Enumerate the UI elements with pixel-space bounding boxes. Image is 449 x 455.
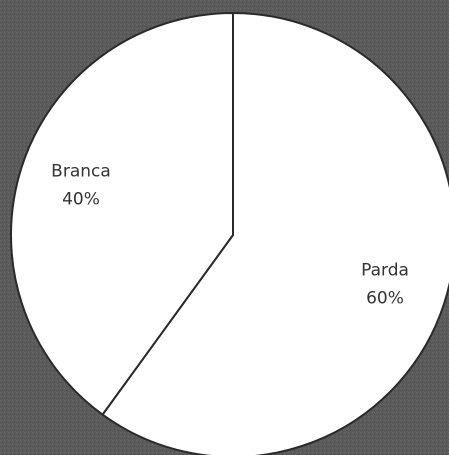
slice-value-label: 40%	[62, 190, 100, 210]
pie-slice	[10, 12, 234, 416]
pie-slice	[101, 12, 449, 455]
slice-label: Branca	[51, 162, 111, 182]
slice-label: Parda	[361, 260, 409, 280]
slice-value-label: 60%	[366, 288, 404, 308]
pie: Parda 60% Branca 40%	[10, 12, 449, 455]
